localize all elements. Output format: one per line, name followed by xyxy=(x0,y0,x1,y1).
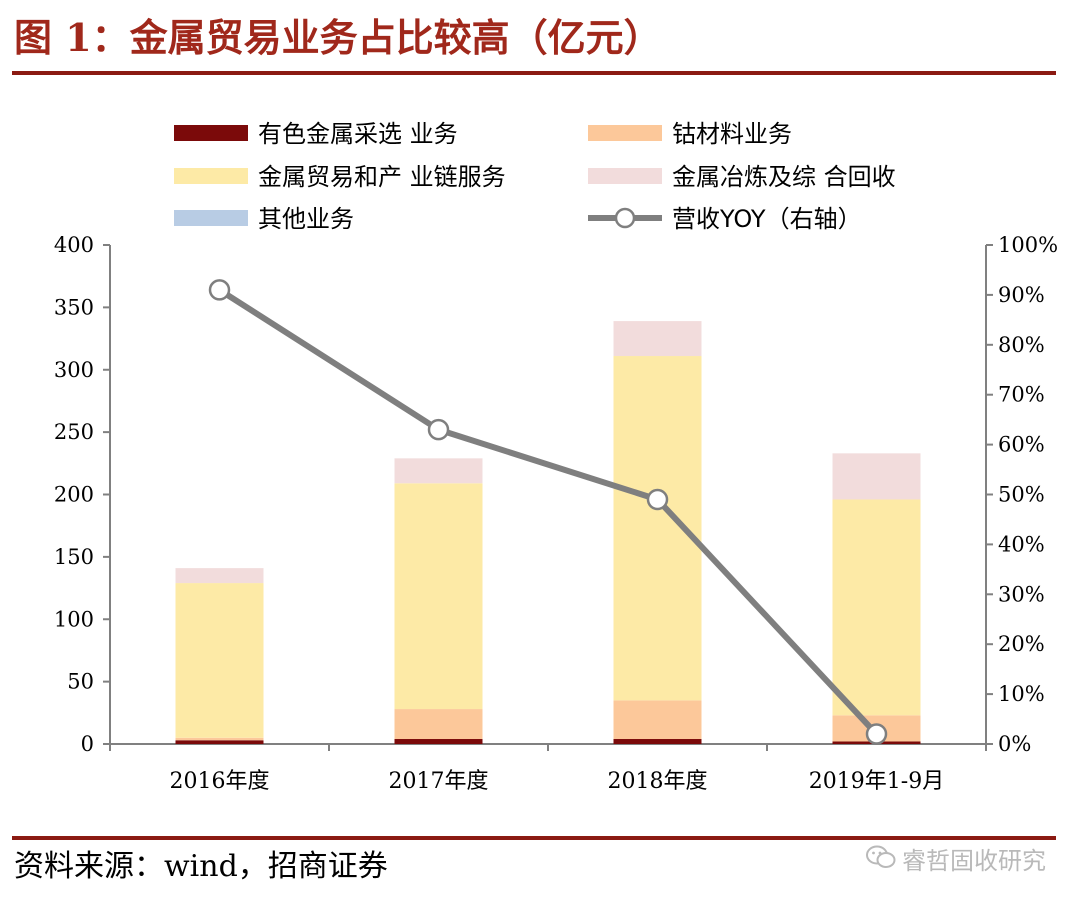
left-tick-label: 400 xyxy=(54,233,94,257)
left-tick-label: 100 xyxy=(54,607,94,631)
left-tick-label: 350 xyxy=(54,295,94,319)
bars xyxy=(175,321,921,744)
left-tick-label: 300 xyxy=(54,358,94,382)
legend-label: 营收YOY（右轴） xyxy=(672,205,862,233)
right-tick-label: 100% xyxy=(998,233,1058,257)
source-note: 资料来源：wind，招商证券 xyxy=(14,849,388,884)
bar-segment xyxy=(394,739,483,744)
yoy-series-line xyxy=(217,287,879,737)
right-tick-label: 70% xyxy=(998,383,1045,407)
x-tick-label: 2016年度 xyxy=(170,769,270,794)
bar-segment xyxy=(175,568,264,584)
bar-segment xyxy=(613,321,702,357)
yoy-point xyxy=(865,723,888,745)
yoy-line xyxy=(208,279,888,745)
right-tick-label: 60% xyxy=(998,433,1045,457)
legend-swatch xyxy=(588,168,662,184)
bar-segment xyxy=(613,700,702,740)
right-tick-label: 10% xyxy=(998,682,1045,706)
yoy-point xyxy=(646,488,669,511)
legend-label: 金属贸易和产 业链服务 xyxy=(258,163,506,191)
yoy-point xyxy=(427,418,450,441)
right-tick-label: 50% xyxy=(998,483,1045,507)
axes: 0 50 100 150 200 250 300 350 400 0% 10% 20% 30% 40% 50… xyxy=(54,233,1058,794)
legend-swatch xyxy=(588,125,662,141)
bar-segment xyxy=(394,458,483,484)
source-rule xyxy=(12,836,1056,840)
legend-label: 其他业务 xyxy=(258,205,354,233)
left-tick-label: 150 xyxy=(54,545,94,569)
bar-segment xyxy=(175,737,264,741)
left-tick-label: 50 xyxy=(67,670,94,694)
legend-label: 有色金属采选 业务 xyxy=(258,120,458,148)
bar-segment xyxy=(394,709,483,740)
bar-segment xyxy=(394,483,483,710)
title-rule xyxy=(12,71,1056,75)
legend-swatch xyxy=(174,125,248,141)
bar-segment xyxy=(175,583,264,738)
right-tick-label: 0% xyxy=(998,732,1031,756)
x-tick-label: 2017年度 xyxy=(389,769,489,794)
left-tick-label: 200 xyxy=(54,483,94,507)
legend-swatch xyxy=(174,210,248,226)
left-tick-label: 250 xyxy=(54,420,94,444)
right-tick-label: 20% xyxy=(998,632,1045,656)
bar-segment xyxy=(613,739,702,744)
watermark-text: 睿哲固收研究 xyxy=(902,847,1046,875)
bar-segment xyxy=(175,740,264,744)
figure-title: 图 1：金属贸易业务占比较高（亿元） xyxy=(14,15,662,60)
right-tick-label: 30% xyxy=(998,582,1045,606)
yoy-point xyxy=(208,279,231,301)
x-tick-label: 2019年1-9月 xyxy=(809,769,944,794)
legend-marker xyxy=(614,207,636,229)
bar-segment xyxy=(832,453,921,500)
left-tick-label: 0 xyxy=(81,732,94,756)
x-tick-label: 2018年度 xyxy=(608,769,708,794)
bar-segment xyxy=(832,499,921,716)
legend-swatch xyxy=(174,168,248,184)
legend-label: 金属冶炼及综 合回收 xyxy=(672,163,896,191)
right-tick-label: 40% xyxy=(998,532,1045,556)
wechat-icon xyxy=(866,844,896,880)
legend-label: 钴材料业务 xyxy=(672,120,792,148)
right-tick-label: 90% xyxy=(998,283,1045,307)
right-tick-label: 80% xyxy=(998,333,1045,357)
watermark: 睿哲固收研究 xyxy=(866,843,1046,879)
